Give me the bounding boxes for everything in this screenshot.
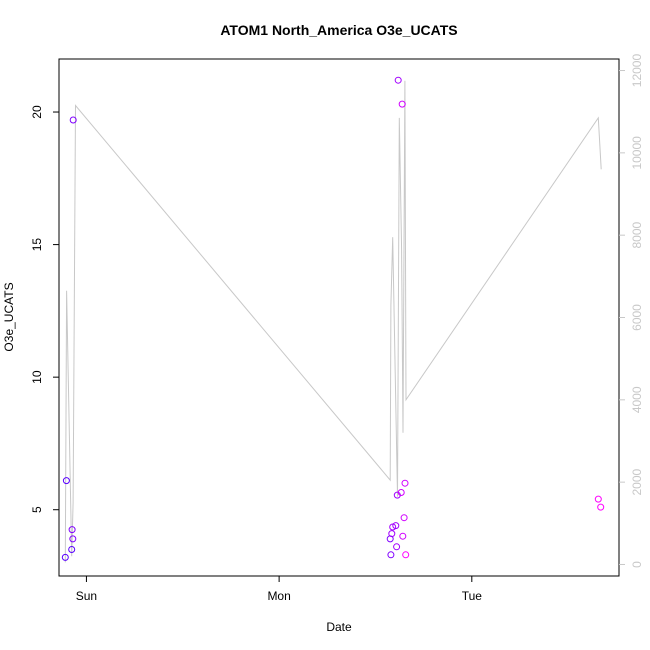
x-tick-label: Tue: [462, 589, 483, 603]
y-left-tick-label: 15: [30, 238, 44, 252]
data-point: [398, 100, 406, 108]
data-point: [399, 532, 407, 540]
data-point: [61, 553, 69, 561]
data-point: [62, 477, 70, 485]
data-point: [401, 479, 409, 487]
x-axis: Sun Mon Tue: [76, 576, 482, 603]
y-right-tick-label: 0: [630, 561, 644, 568]
y-left-tick-label: 5: [30, 506, 44, 513]
data-point: [68, 546, 76, 553]
plot-frame: [58, 58, 620, 577]
y-left-tick-label: 20: [30, 105, 44, 119]
data-point: [393, 543, 401, 551]
line-series-layer: [64, 80, 602, 563]
y-right-tick-label: 4000: [630, 386, 644, 413]
data-point: [387, 551, 395, 559]
data-point: [69, 116, 77, 124]
data-point: [597, 503, 605, 511]
data-point: [394, 76, 402, 84]
y-axis-label: O3e_UCATS: [2, 282, 16, 351]
data-point: [68, 526, 76, 534]
points-series-layer: [61, 76, 605, 561]
y-left-tick-label: 10: [30, 370, 44, 384]
data-point: [392, 522, 400, 530]
y-right-tick-label: 2000: [630, 468, 644, 495]
y-right-tick-label: 10000: [630, 136, 644, 170]
line-series: [64, 80, 602, 563]
y-right-tick-label: 12000: [630, 54, 644, 88]
x-tick-label: Sun: [76, 589, 97, 603]
data-point: [402, 551, 410, 559]
y-axis-right: 0 2000 4000 6000 8000 10000 12000: [619, 54, 644, 568]
chart-title: ATOM1 North_America O3e_UCATS: [220, 22, 457, 38]
data-point: [594, 495, 602, 503]
x-tick-label: Mon: [267, 589, 290, 603]
data-point: [397, 489, 405, 496]
x-axis-label: Date: [326, 620, 352, 634]
data-point: [69, 535, 77, 543]
y-right-tick-label: 8000: [630, 222, 644, 249]
data-point: [400, 514, 408, 522]
y-right-tick-label: 6000: [630, 304, 644, 331]
y-axis-left: 5 10 15 20: [30, 105, 59, 513]
data-point: [388, 530, 396, 538]
